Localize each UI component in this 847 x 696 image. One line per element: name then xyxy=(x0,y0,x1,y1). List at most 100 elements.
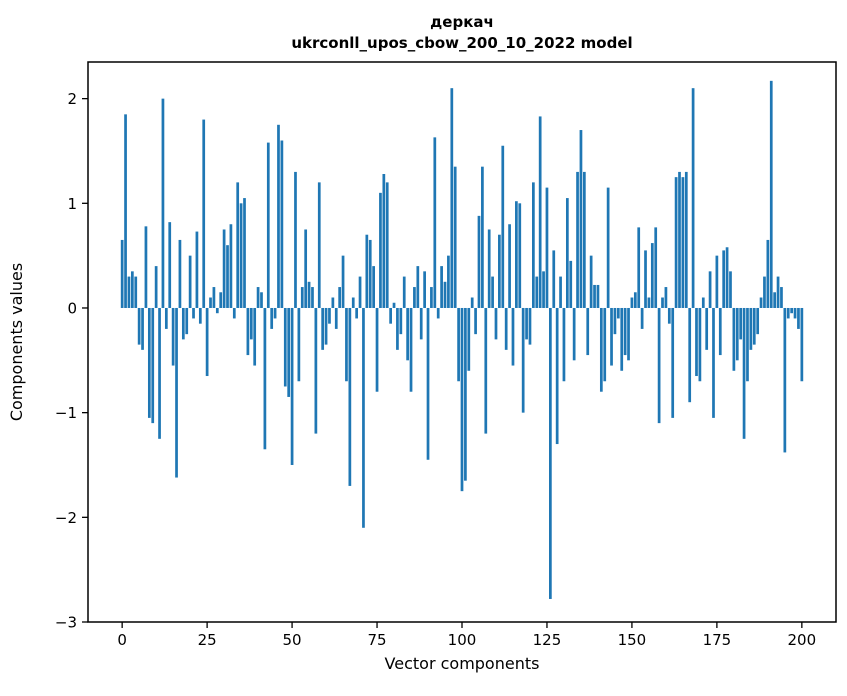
chart-title-model: ukrconll_upos_cbow_200_10_2022 model xyxy=(291,34,632,52)
bar xyxy=(300,287,304,308)
bar xyxy=(691,88,695,308)
bar xyxy=(392,302,396,308)
bar xyxy=(657,307,661,424)
bar xyxy=(273,307,277,319)
bar xyxy=(436,307,440,319)
bar xyxy=(453,166,457,308)
x-tick-label: 50 xyxy=(283,631,302,649)
bar xyxy=(195,231,199,308)
bar xyxy=(355,307,359,319)
bar xyxy=(433,137,437,308)
bar xyxy=(511,307,515,366)
bar xyxy=(599,307,603,392)
bar xyxy=(192,307,195,319)
bar xyxy=(385,182,389,308)
bar xyxy=(735,307,739,361)
bar xyxy=(569,260,573,308)
bar xyxy=(739,307,743,340)
bar xyxy=(171,307,175,366)
bar xyxy=(124,114,127,308)
bar xyxy=(746,307,749,382)
bar xyxy=(365,234,369,308)
bar xyxy=(130,271,134,308)
bar xyxy=(487,229,491,308)
bar xyxy=(610,307,613,366)
bar xyxy=(270,307,274,329)
bar xyxy=(732,307,736,371)
bar xyxy=(552,250,556,308)
bar xyxy=(260,292,263,308)
bar xyxy=(212,287,216,308)
bar xyxy=(528,307,532,345)
bar xyxy=(742,307,746,439)
x-tick-label: 0 xyxy=(117,631,127,649)
bar xyxy=(749,307,753,350)
bar xyxy=(729,271,732,308)
bar xyxy=(440,266,443,308)
bar xyxy=(562,307,566,382)
bar xyxy=(151,307,155,424)
bar xyxy=(620,307,624,371)
bar xyxy=(684,171,688,308)
bar xyxy=(481,166,484,308)
bar xyxy=(232,307,236,319)
bar xyxy=(521,307,525,413)
bar xyxy=(640,307,644,329)
bar xyxy=(712,307,715,418)
bar xyxy=(283,307,287,387)
bar xyxy=(797,307,800,329)
bar xyxy=(426,307,430,460)
bar xyxy=(134,276,138,308)
bar xyxy=(229,224,233,308)
bar xyxy=(396,307,399,350)
bar xyxy=(341,255,345,308)
bar xyxy=(147,307,151,418)
bar xyxy=(277,124,280,308)
bar xyxy=(535,276,539,308)
bar xyxy=(508,224,511,308)
bar xyxy=(698,307,702,382)
bar xyxy=(443,281,447,308)
bar xyxy=(307,281,311,308)
bar xyxy=(518,203,522,308)
bar xyxy=(375,307,379,392)
bar xyxy=(175,307,178,478)
bar xyxy=(786,307,790,319)
bar xyxy=(161,98,165,308)
bar xyxy=(674,177,678,308)
bar xyxy=(589,255,593,308)
bar xyxy=(222,229,226,308)
bar xyxy=(372,266,375,308)
bar xyxy=(382,174,386,308)
bar xyxy=(402,276,406,308)
bar xyxy=(545,187,549,308)
bar xyxy=(630,297,634,308)
bar xyxy=(776,276,780,308)
bar xyxy=(627,307,630,361)
bar xyxy=(266,142,270,308)
y-axis-label: Components values xyxy=(7,263,26,421)
bar xyxy=(664,287,668,308)
bar xyxy=(800,307,804,382)
bar xyxy=(661,297,664,308)
bar xyxy=(321,307,325,350)
bar xyxy=(243,198,246,308)
x-tick-label: 175 xyxy=(703,631,732,649)
y-tick-label: 2 xyxy=(67,90,77,108)
bar xyxy=(188,255,192,308)
bar xyxy=(430,287,433,308)
plot-border xyxy=(87,61,837,623)
bar xyxy=(379,192,382,308)
bar xyxy=(256,287,260,308)
bar xyxy=(555,307,559,445)
y-tick-label: 1 xyxy=(67,195,77,213)
bar xyxy=(368,239,372,308)
bar xyxy=(644,250,647,308)
bar xyxy=(623,307,627,356)
bar xyxy=(345,307,348,382)
bar xyxy=(708,271,712,308)
bar xyxy=(525,307,528,340)
bar xyxy=(460,307,464,492)
